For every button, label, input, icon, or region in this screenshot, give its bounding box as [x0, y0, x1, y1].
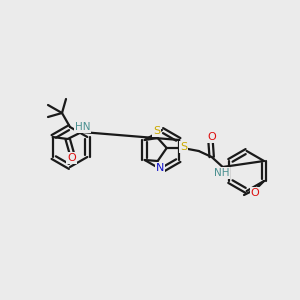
Text: NH: NH	[214, 168, 230, 178]
Text: S: S	[180, 142, 187, 152]
Text: N: N	[155, 163, 164, 173]
Text: O: O	[67, 153, 76, 163]
Text: S: S	[153, 126, 160, 136]
Text: HN: HN	[75, 122, 90, 132]
Text: O: O	[207, 132, 216, 142]
Text: O: O	[250, 188, 260, 198]
